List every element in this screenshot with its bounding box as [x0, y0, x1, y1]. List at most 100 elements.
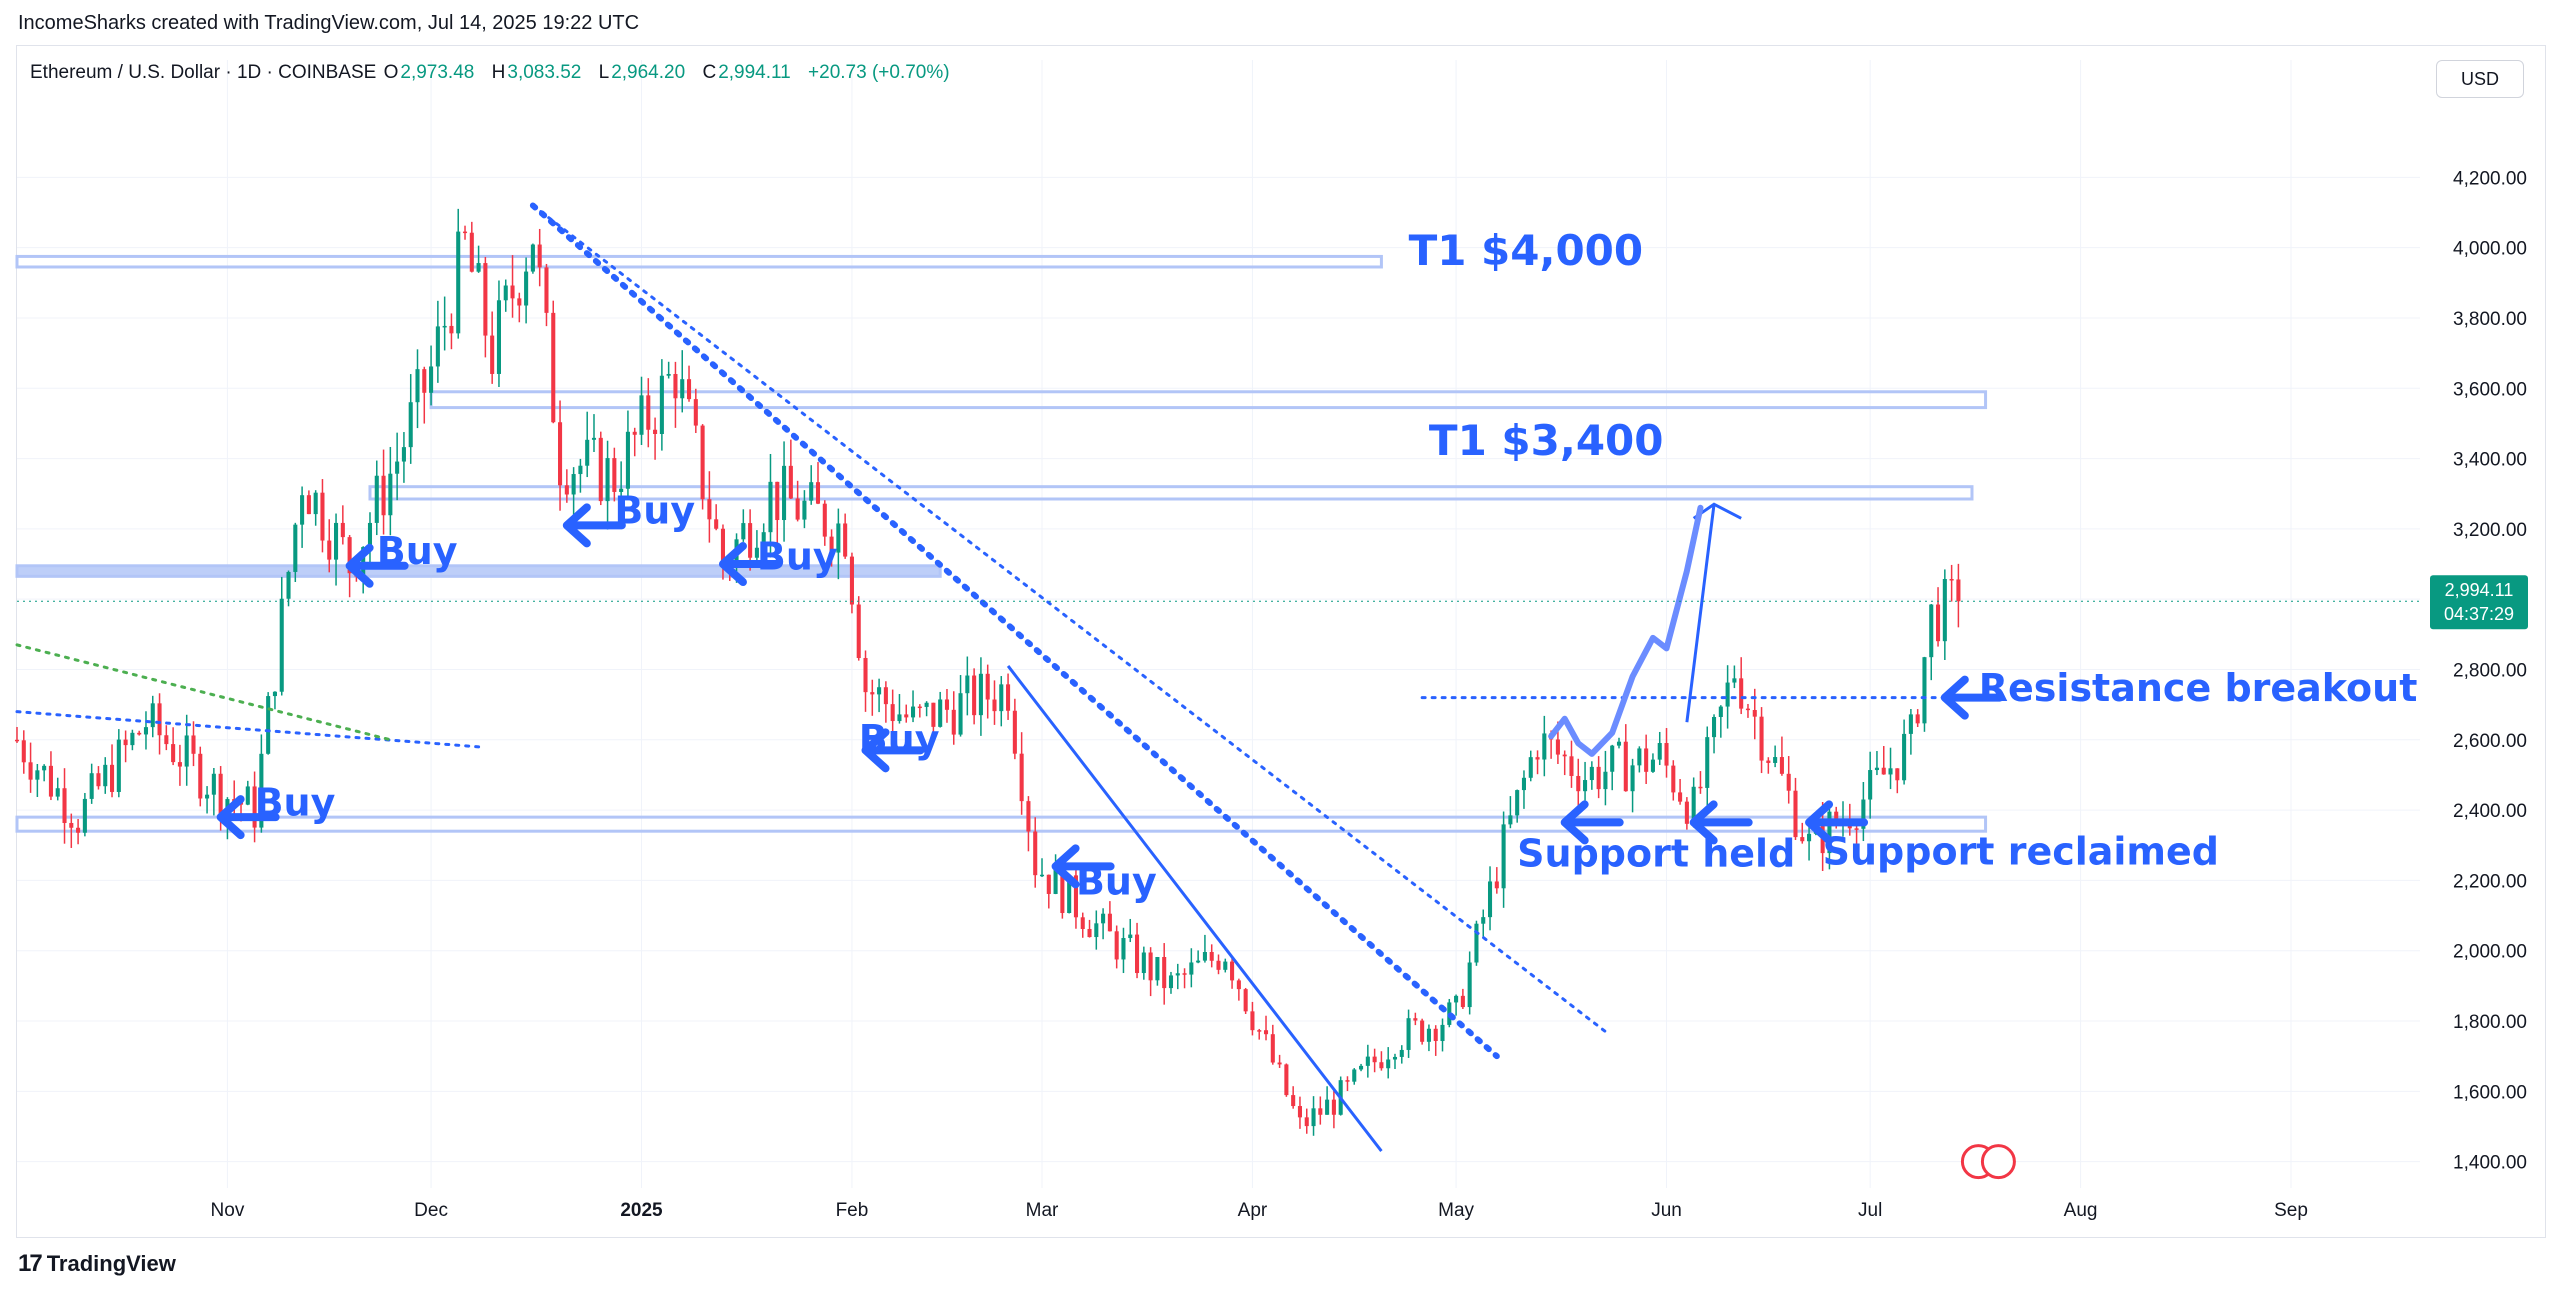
- candle-body: [1121, 938, 1126, 960]
- candle: [1121, 927, 1126, 974]
- candle: [985, 664, 990, 719]
- candle: [904, 704, 909, 723]
- candle: [978, 657, 983, 736]
- candle: [1508, 796, 1513, 829]
- candle-body: [1902, 733, 1907, 781]
- candle-body: [1297, 1106, 1302, 1118]
- candle: [1433, 1025, 1438, 1056]
- candle-body: [612, 458, 617, 492]
- candle-body: [367, 522, 373, 548]
- candle-body: [245, 786, 250, 805]
- annotation-label: Buy: [1076, 859, 1157, 903]
- candle-body: [476, 263, 481, 272]
- candle-body: [1426, 1028, 1431, 1042]
- candle: [1854, 822, 1859, 848]
- candle: [802, 490, 807, 529]
- candle: [578, 458, 583, 493]
- candle-body: [1277, 1062, 1282, 1065]
- tradingview-footer[interactable]: 17 TradingView: [18, 1250, 176, 1278]
- candle: [686, 365, 692, 402]
- candle-body: [1521, 777, 1527, 791]
- currency-selector[interactable]: USD: [2436, 60, 2524, 98]
- candle-body: [490, 335, 495, 374]
- candle: [177, 744, 182, 786]
- candle-body: [1644, 748, 1649, 772]
- candle-body: [408, 402, 413, 448]
- x-tick-label: 2025: [620, 1200, 663, 1221]
- candle-body: [1888, 768, 1893, 775]
- candle: [1779, 736, 1784, 776]
- candle: [822, 500, 827, 546]
- candle: [1114, 925, 1119, 969]
- candle: [1718, 705, 1723, 738]
- candle: [1528, 750, 1533, 782]
- buy-arrow-icon: [216, 795, 280, 840]
- candle-body: [1528, 757, 1533, 778]
- candle-body: [48, 765, 53, 797]
- low-value: 2,964.20: [611, 62, 686, 83]
- candle-body: [1834, 811, 1839, 824]
- candle: [198, 746, 203, 807]
- candle: [1671, 760, 1676, 801]
- candle: [761, 523, 766, 561]
- candle-body: [1209, 951, 1214, 961]
- candle-body: [1263, 1030, 1269, 1035]
- candle-body: [1454, 995, 1459, 1003]
- candle: [829, 529, 834, 567]
- candle: [931, 702, 936, 738]
- candle-body: [1216, 960, 1221, 970]
- candle: [1895, 768, 1900, 794]
- annotation-label: T1 $3,400: [1429, 416, 1664, 465]
- candle-body: [1691, 786, 1696, 824]
- candle-body: [456, 231, 461, 334]
- candle-body: [21, 740, 26, 763]
- candle: [1006, 673, 1011, 720]
- candle: [1426, 1024, 1431, 1052]
- price-zone: [429, 390, 1988, 410]
- candle: [863, 650, 868, 712]
- symbol-name[interactable]: Ethereum / U.S. Dollar · 1D · COINBASE: [30, 62, 377, 83]
- annotation-label: Support held: [1517, 831, 1795, 875]
- candle: [1331, 1090, 1336, 1129]
- candle-body: [35, 770, 40, 780]
- candle: [1583, 761, 1588, 801]
- y-tick-label: 2,800.00: [2453, 660, 2527, 681]
- candle: [598, 431, 603, 506]
- candle: [1094, 910, 1099, 950]
- candle: [1359, 1063, 1364, 1072]
- y-tick-label: 3,600.00: [2453, 379, 2527, 400]
- candle: [191, 721, 196, 767]
- candle-body: [598, 437, 603, 502]
- candle-body: [1067, 875, 1072, 914]
- candle: [917, 704, 922, 718]
- candle: [1474, 920, 1479, 966]
- candle-body: [1555, 739, 1560, 755]
- candle-body: [1168, 975, 1174, 989]
- annotation-label: Buy: [757, 534, 838, 578]
- candle: [415, 349, 420, 429]
- candle-body: [1956, 579, 1961, 602]
- candle-body: [1494, 881, 1499, 889]
- candle-body: [910, 706, 916, 718]
- candle-body: [775, 481, 780, 521]
- candle: [1501, 811, 1506, 908]
- candle: [103, 757, 108, 794]
- candle-body: [1440, 1024, 1445, 1042]
- candle-body: [815, 482, 821, 504]
- candle: [1250, 1001, 1255, 1036]
- candle-body: [1508, 815, 1513, 825]
- freehand-projection: [1548, 504, 1704, 757]
- candle: [1956, 563, 1961, 628]
- candle-body: [788, 465, 793, 499]
- candle-body: [1318, 1108, 1323, 1115]
- candle: [836, 508, 841, 580]
- candle: [653, 417, 658, 460]
- candle: [340, 505, 345, 545]
- candle: [714, 504, 719, 531]
- candle-body: [1175, 973, 1180, 976]
- candle: [741, 509, 746, 542]
- candle-body: [1827, 811, 1832, 854]
- candle: [300, 486, 305, 548]
- candle: [680, 350, 685, 413]
